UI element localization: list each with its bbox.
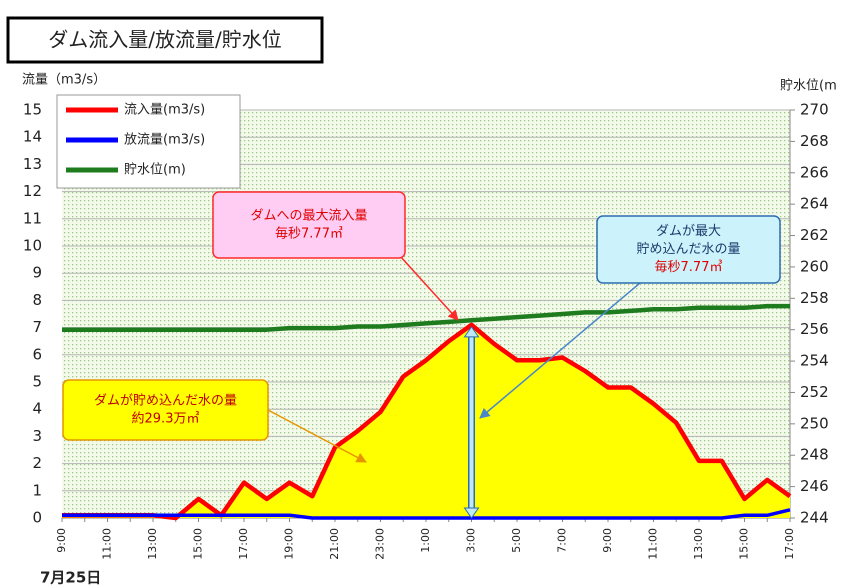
y-tick-label: 1 [32, 481, 42, 499]
x-tick-label: 1:00 [419, 528, 432, 553]
y-tick-label: 3 [32, 427, 42, 445]
x-tick-label: 17:00 [237, 528, 250, 560]
legend-label: 流入量(m3/s) [124, 103, 205, 118]
y-tick-label: 11 [23, 209, 42, 227]
y2-tick-label: 258 [800, 289, 829, 307]
series-line [62, 322, 792, 521]
y2-tick-label: 246 [800, 477, 829, 495]
y2-tick-label: 260 [800, 257, 829, 275]
y-tick-label: 9 [32, 264, 42, 282]
x-tick-label: 13:00 [692, 528, 705, 560]
x-tick-label: 19:00 [283, 528, 296, 560]
annotation-text: 毎秒7.77㎥ [655, 259, 723, 275]
max-arrow-head [463, 326, 480, 519]
legend: 流入量(m3/s) 放流量(m3/s) 貯水位(m) [56, 94, 241, 189]
annotation-text: 約29.3万㎥ [132, 412, 200, 427]
x-tick-label: 13:00 [146, 528, 159, 560]
annotation-arrow [479, 282, 641, 419]
y-tick-label: 5 [32, 373, 42, 391]
annotation-box [596, 215, 781, 284]
annotation-text: ダムへの最大流入量 [250, 209, 367, 224]
y2-tick-label: 256 [800, 320, 829, 338]
x-tick-label: 15:00 [738, 528, 751, 560]
x-tick-label: 11:00 [101, 528, 114, 560]
y-tick-label: 4 [32, 400, 42, 418]
x-tick-label: 9:00 [55, 528, 68, 553]
y2-tick-label: 252 [800, 383, 829, 401]
y2-tick-label: 266 [800, 163, 829, 181]
y-tick-label: 0 [32, 509, 42, 527]
chart-title: ダム流入量/放流量/貯水位 [48, 28, 281, 52]
annotation-text: 毎秒7.77㎥ [275, 226, 343, 242]
inflow-area [62, 324, 790, 518]
y2-tick-label: 270 [800, 101, 829, 119]
title-box [6, 16, 324, 64]
annotation-box [212, 191, 406, 259]
x-tick-label: 7:00 [556, 528, 569, 553]
series-line [62, 303, 790, 332]
series-line [62, 508, 791, 520]
x-tick-label: 21:00 [328, 528, 341, 560]
x-tick-label: 5:00 [510, 528, 523, 553]
annotation-arrow [267, 409, 367, 463]
y-tick-label: 12 [23, 182, 42, 200]
y2-tick-label: 264 [800, 195, 829, 213]
annotation-box [62, 379, 269, 441]
y-tick-label: 14 [23, 128, 42, 146]
legend-label: 放流量(m3/s) [124, 133, 205, 148]
y2-tick-label: 248 [800, 446, 829, 464]
x-tick-label: 17:00 [783, 528, 796, 560]
x-tick-label: 9:00 [601, 528, 614, 553]
y-tick-label: 8 [32, 291, 42, 309]
y2-tick-label: 244 [800, 509, 829, 527]
y2-tick-label: 268 [800, 132, 829, 150]
y-axis-label: 流量（m3/s） [22, 73, 106, 88]
y2-tick-label: 254 [800, 352, 829, 370]
x-tick-label: 3:00 [465, 528, 478, 553]
y-tick-label: 7 [32, 318, 42, 336]
legend-label: 貯水位(m) [124, 163, 186, 178]
x-tick-label: 15:00 [192, 528, 205, 560]
annotation-text: ダムが最大 [656, 224, 721, 239]
annotation-text: ダムが貯め込んだ水の量 [94, 394, 237, 409]
y-tick-label: 6 [32, 345, 42, 363]
y-tick-label: 10 [23, 237, 42, 255]
y2-tick-label: 262 [800, 226, 829, 244]
annotation-arrow [399, 255, 459, 321]
annotation-text: 貯め込んだ水の量 [636, 242, 740, 257]
y-tick-label: 15 [23, 101, 42, 119]
y2-tick-label: 250 [800, 414, 829, 432]
date-label: 7月25日 [40, 569, 101, 587]
y-tick-label: 13 [23, 155, 42, 173]
y-tick-label: 2 [32, 454, 42, 472]
x-tick-label: 23:00 [374, 528, 387, 560]
x-tick-label: 11:00 [647, 528, 660, 560]
y2-axis-label: 貯水位(m [780, 79, 837, 94]
